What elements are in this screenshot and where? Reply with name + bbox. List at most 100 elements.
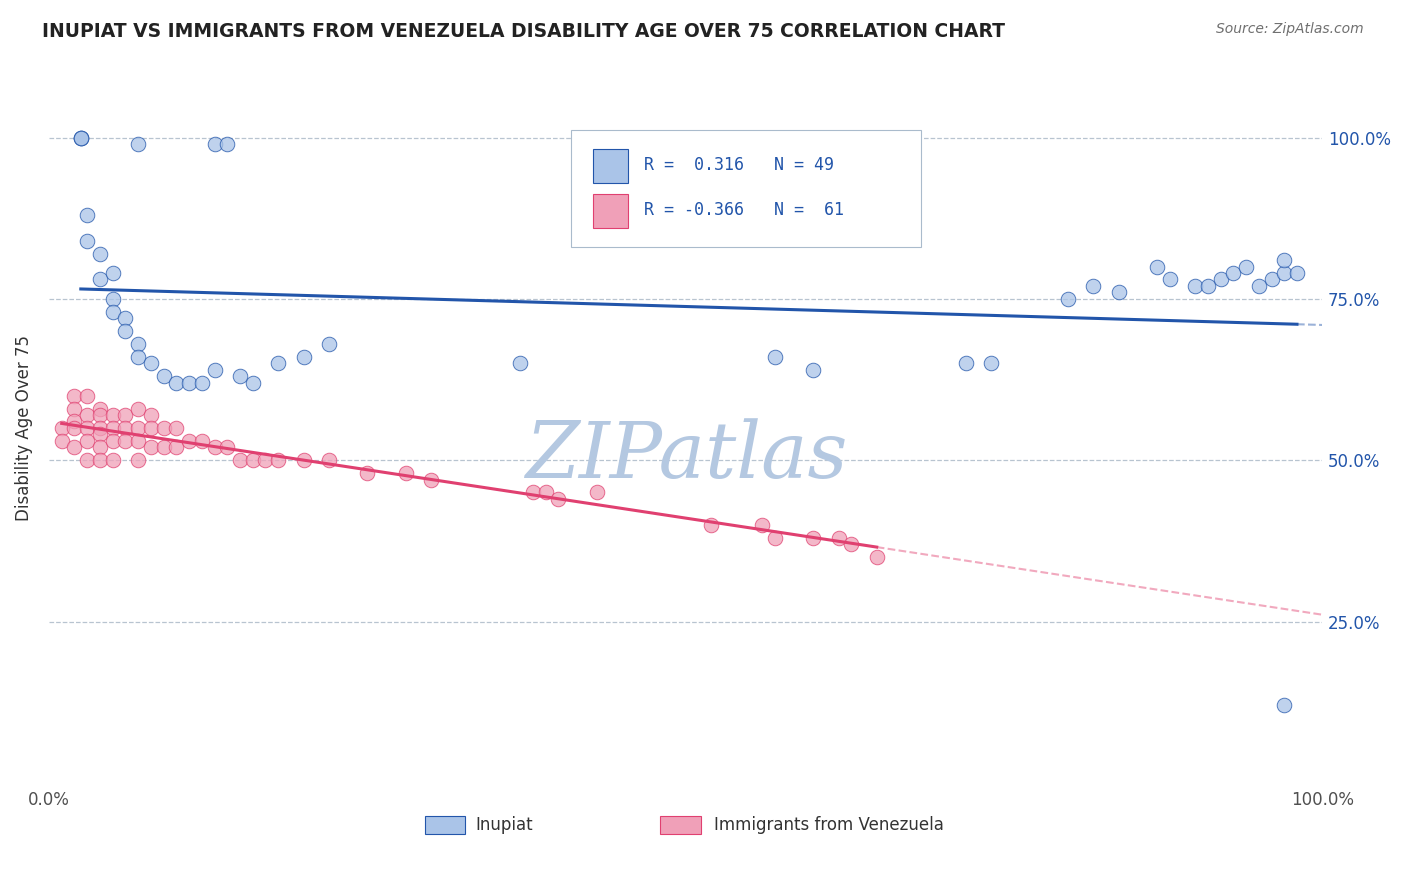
Point	[114, 311, 136, 326]
Point	[318, 337, 340, 351]
Point	[229, 453, 252, 467]
Point	[980, 356, 1002, 370]
Point	[152, 421, 174, 435]
Point	[165, 376, 187, 390]
Point	[1083, 279, 1105, 293]
Point	[89, 408, 111, 422]
Point	[114, 434, 136, 448]
Point	[1272, 266, 1295, 280]
Text: Inupiat: Inupiat	[475, 816, 533, 834]
Point	[217, 440, 239, 454]
Point	[139, 356, 162, 370]
Point	[76, 434, 98, 448]
Point	[127, 434, 149, 448]
Point	[63, 389, 86, 403]
Point	[101, 408, 124, 422]
Point	[76, 208, 98, 222]
Point	[69, 130, 91, 145]
FancyBboxPatch shape	[571, 129, 921, 247]
Point	[217, 136, 239, 151]
Point	[763, 531, 786, 545]
Point	[89, 272, 111, 286]
Point	[1285, 266, 1308, 280]
Point	[292, 453, 315, 467]
Point	[89, 401, 111, 416]
Point	[101, 292, 124, 306]
Point	[955, 356, 977, 370]
Point	[1234, 260, 1257, 274]
Text: ZIPatlas: ZIPatlas	[524, 418, 846, 494]
Point	[89, 453, 111, 467]
Point	[152, 369, 174, 384]
Point	[76, 453, 98, 467]
Point	[114, 408, 136, 422]
Point	[801, 531, 824, 545]
Point	[1272, 253, 1295, 268]
Point	[89, 246, 111, 260]
Point	[165, 440, 187, 454]
Point	[547, 491, 569, 506]
Point	[89, 440, 111, 454]
Point	[267, 453, 290, 467]
Point	[1272, 698, 1295, 713]
Point	[191, 434, 214, 448]
Point	[204, 136, 226, 151]
Point	[127, 453, 149, 467]
Point	[127, 421, 149, 435]
Point	[101, 434, 124, 448]
Text: INUPIAT VS IMMIGRANTS FROM VENEZUELA DISABILITY AGE OVER 75 CORRELATION CHART: INUPIAT VS IMMIGRANTS FROM VENEZUELA DIS…	[42, 22, 1005, 41]
Point	[356, 466, 378, 480]
Point	[76, 389, 98, 403]
Point	[139, 421, 162, 435]
Point	[827, 531, 849, 545]
Point	[1146, 260, 1168, 274]
Point	[76, 421, 98, 435]
Point	[101, 421, 124, 435]
Point	[242, 453, 264, 467]
Point	[204, 363, 226, 377]
Point	[1260, 272, 1282, 286]
Point	[63, 415, 86, 429]
Text: Immigrants from Venezuela: Immigrants from Venezuela	[714, 816, 943, 834]
Point	[114, 324, 136, 338]
Point	[254, 453, 277, 467]
Point	[76, 234, 98, 248]
Point	[1247, 279, 1270, 293]
Point	[700, 517, 723, 532]
Point	[101, 266, 124, 280]
Point	[127, 401, 149, 416]
Point	[204, 440, 226, 454]
Point	[69, 130, 91, 145]
Y-axis label: Disability Age Over 75: Disability Age Over 75	[15, 334, 32, 521]
Point	[318, 453, 340, 467]
Point	[63, 440, 86, 454]
Point	[1222, 266, 1244, 280]
Point	[139, 408, 162, 422]
Point	[1159, 272, 1181, 286]
Point	[165, 421, 187, 435]
Point	[177, 376, 200, 390]
Point	[89, 427, 111, 442]
Point	[51, 434, 73, 448]
Point	[522, 485, 544, 500]
Point	[191, 376, 214, 390]
Point	[839, 537, 862, 551]
Point	[177, 434, 200, 448]
Bar	[425, 816, 465, 834]
Bar	[593, 149, 628, 183]
Point	[229, 369, 252, 384]
Point	[534, 485, 557, 500]
Point	[763, 350, 786, 364]
Point	[267, 356, 290, 370]
Point	[242, 376, 264, 390]
Point	[1197, 279, 1219, 293]
Point	[866, 549, 889, 564]
Point	[127, 337, 149, 351]
Point	[89, 421, 111, 435]
Point	[1108, 285, 1130, 300]
Point	[63, 421, 86, 435]
Point	[152, 440, 174, 454]
Text: R = -0.366   N =  61: R = -0.366 N = 61	[644, 201, 844, 219]
Point	[51, 421, 73, 435]
Point	[394, 466, 416, 480]
